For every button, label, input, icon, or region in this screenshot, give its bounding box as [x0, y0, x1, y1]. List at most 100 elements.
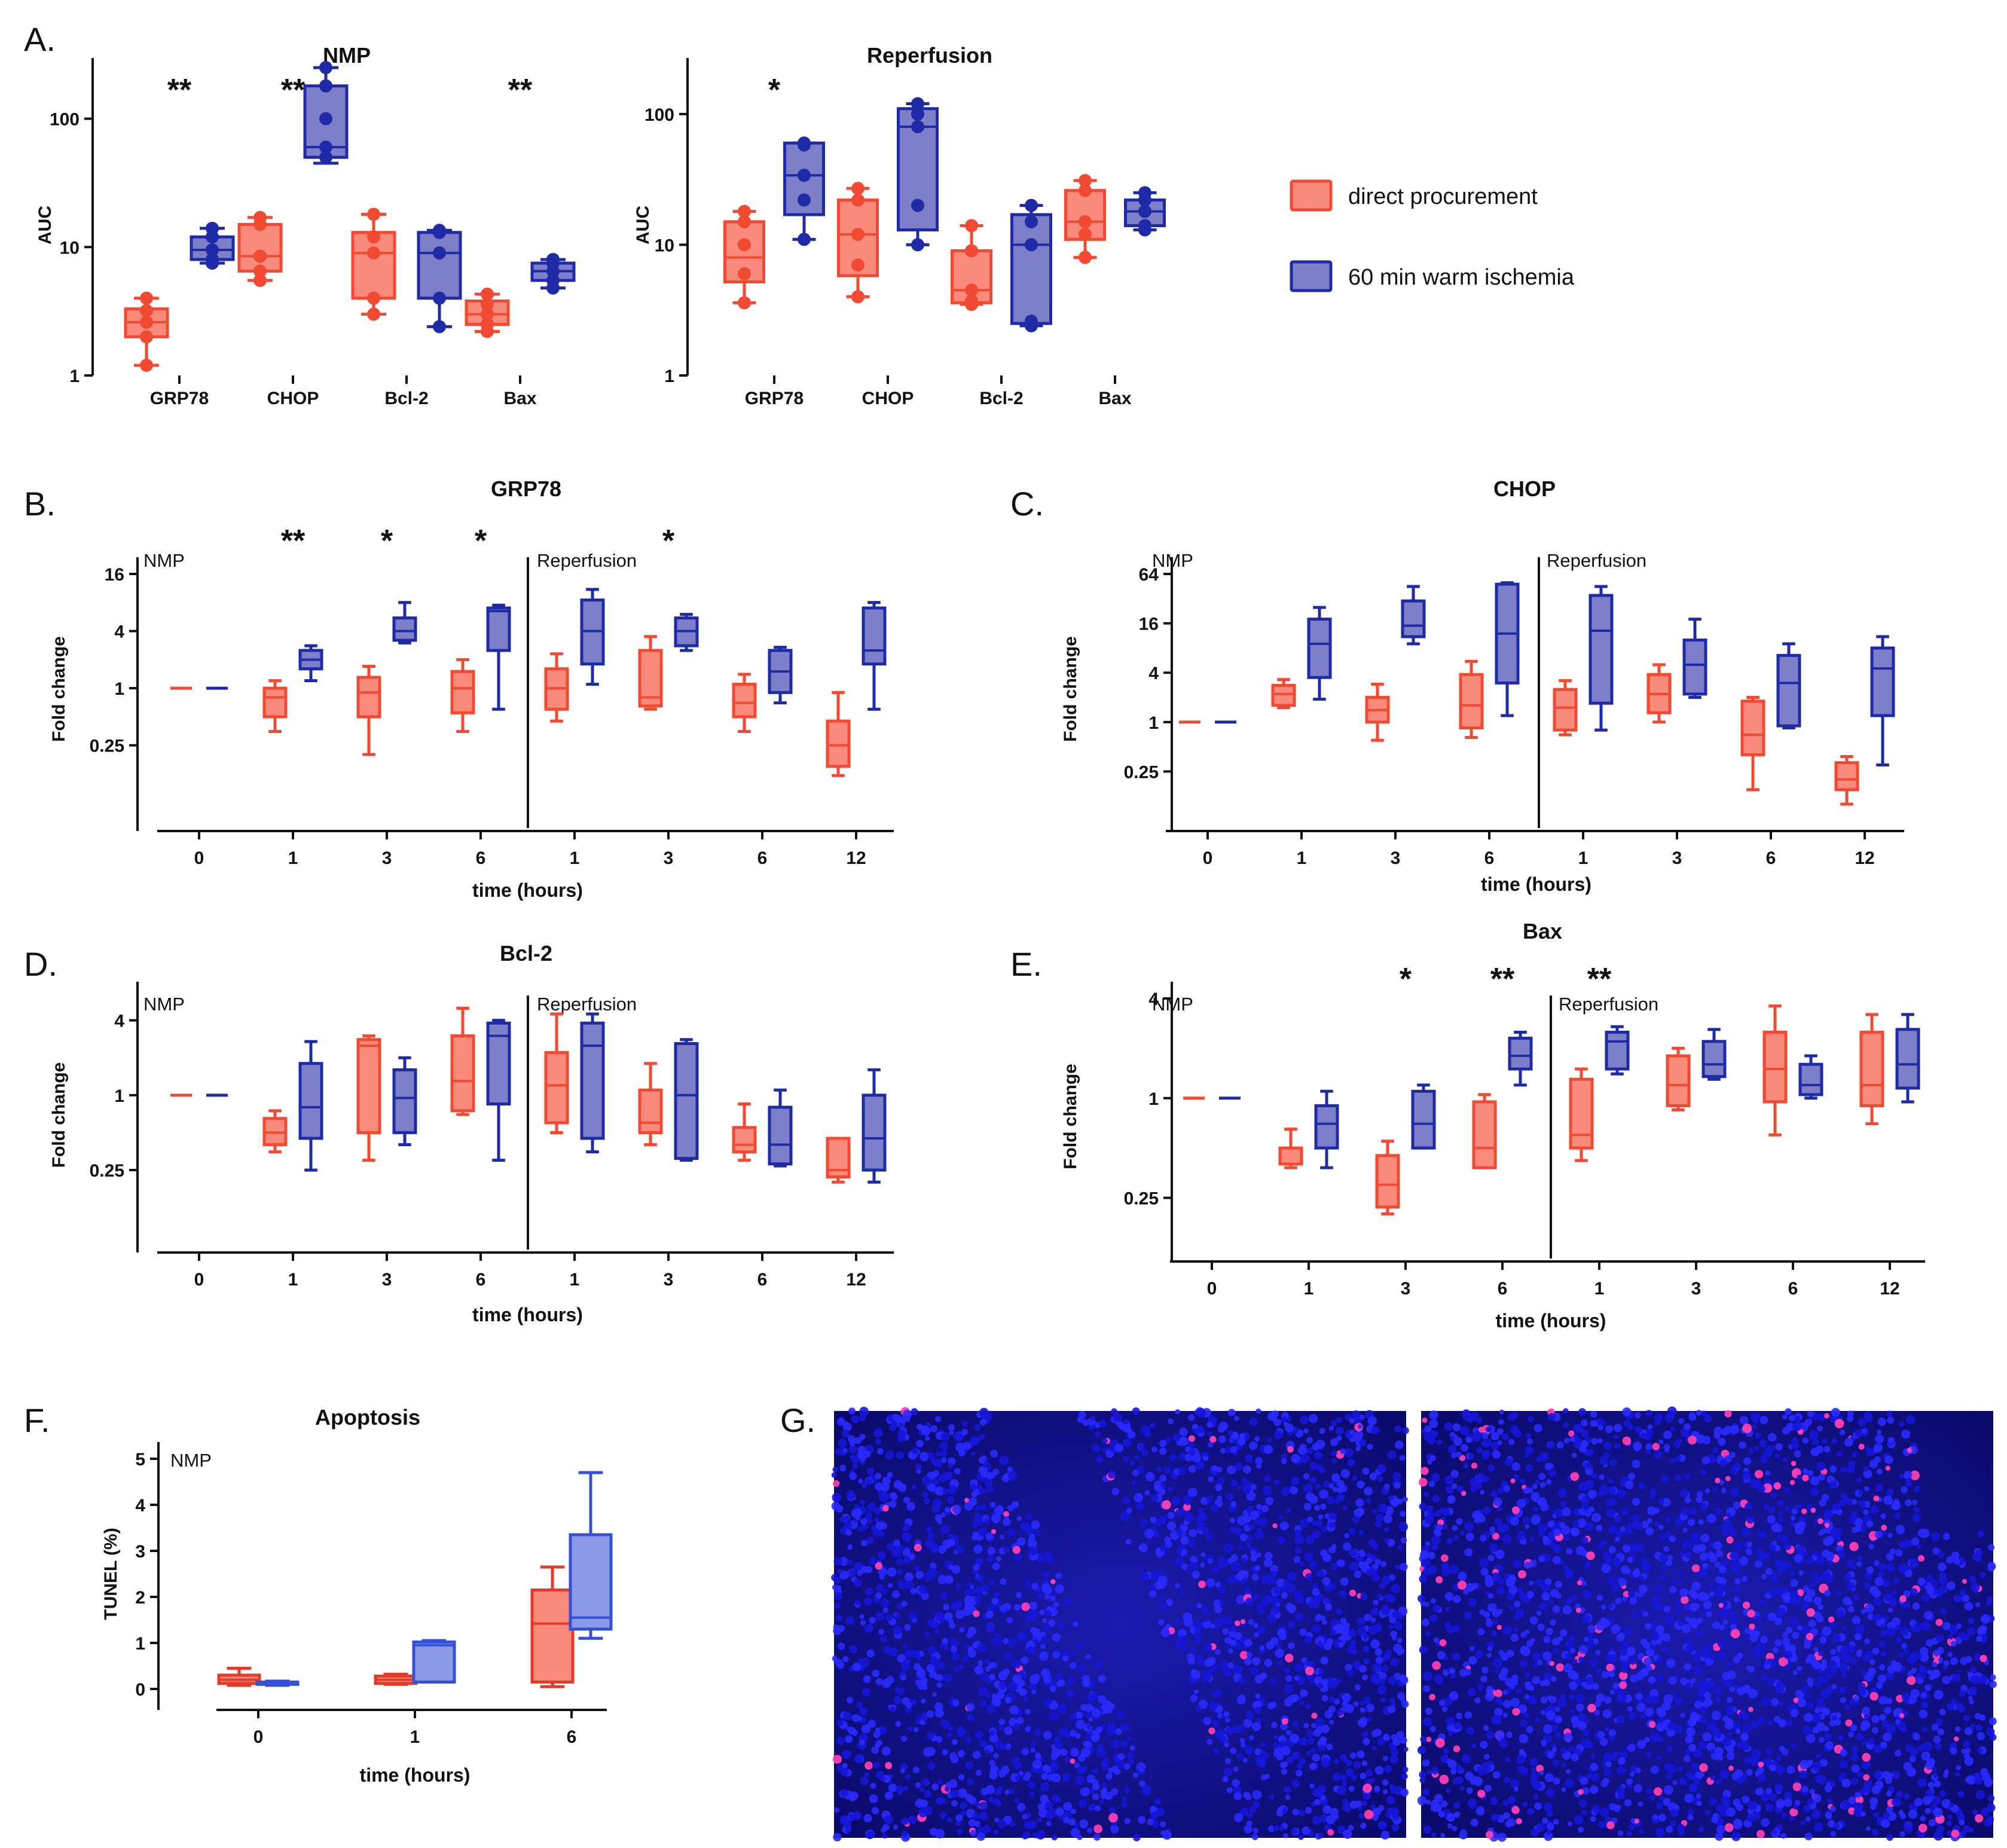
nucleus [1907, 1767, 1916, 1777]
tunel-positive-nucleus [1311, 1712, 1318, 1719]
nucleus [940, 1812, 947, 1819]
tunel-positive-nucleus [1758, 1761, 1764, 1768]
nucleus [1729, 1616, 1737, 1624]
nucleus [948, 1457, 956, 1465]
nucleus [1345, 1760, 1352, 1767]
nucleus [1513, 1559, 1522, 1568]
nucleus [1632, 1498, 1641, 1506]
nucleus [929, 1671, 937, 1679]
nucleus [1707, 1551, 1715, 1559]
nucleus [1526, 1591, 1534, 1599]
nucleus [1511, 1462, 1521, 1471]
nucleus [875, 1678, 883, 1685]
tunel-positive-nucleus [1789, 1480, 1795, 1485]
nucleus [1863, 1469, 1872, 1479]
nucleus [1179, 1428, 1188, 1437]
legend-label-ischemia: 60 min warm ischemia [1348, 265, 1575, 290]
nucleus [1371, 1426, 1380, 1435]
nucleus [1340, 1774, 1348, 1781]
box-warm-ischemia [580, 1012, 605, 1154]
nucleus [1822, 1438, 1828, 1444]
nucleus [1604, 1696, 1612, 1704]
tunel-positive-nucleus [1457, 1580, 1467, 1590]
nucleus [1094, 1431, 1101, 1438]
nucleus [885, 1614, 893, 1621]
nucleus [1015, 1775, 1021, 1781]
nucleus [1190, 1694, 1198, 1702]
nucleus [1352, 1650, 1358, 1655]
nucleus [908, 1553, 915, 1560]
nucleus [1237, 1485, 1242, 1490]
nucleus [989, 1730, 995, 1736]
nucleus [1102, 1783, 1108, 1788]
nucleus [1709, 1583, 1714, 1588]
box-warm-ischemia [1605, 1025, 1630, 1076]
tunel-positive-nucleus [1817, 1518, 1823, 1525]
nucleus [1230, 1639, 1236, 1646]
nucleus [1947, 1651, 1953, 1657]
nucleus [1349, 1418, 1355, 1424]
nucleus [1529, 1559, 1537, 1568]
nucleus [1944, 1769, 1949, 1774]
nucleus [1303, 1473, 1310, 1480]
nucleus [1818, 1473, 1825, 1481]
nucleus [1487, 1464, 1495, 1472]
box-warm-ischemia [298, 1040, 323, 1172]
nucleus [1218, 1435, 1226, 1443]
nucleus [1352, 1476, 1358, 1481]
nucleus [857, 1570, 863, 1576]
nucleus [1863, 1466, 1869, 1472]
tunel-positive-nucleus [1240, 1619, 1246, 1624]
nucleus [1286, 1756, 1294, 1764]
nucleus [1032, 1628, 1041, 1636]
nucleus [1642, 1611, 1649, 1617]
nucleus [1292, 1721, 1299, 1727]
nucleus [1254, 1632, 1259, 1638]
nucleus [1217, 1477, 1224, 1485]
nucleus [1810, 1487, 1819, 1496]
nucleus [1923, 1742, 1933, 1751]
nucleus [1563, 1565, 1569, 1571]
box-direct-procurement [1271, 678, 1296, 710]
x-tick-label: Bax [503, 389, 536, 408]
nucleus [905, 1774, 911, 1780]
nucleus [1305, 1703, 1310, 1709]
nucleus [1961, 1748, 1966, 1754]
nucleus [1320, 1503, 1327, 1510]
nucleus [1051, 1834, 1058, 1841]
nucleus [1608, 1670, 1615, 1678]
nucleus [927, 1731, 934, 1739]
nucleus [848, 1569, 857, 1577]
nucleus [1306, 1447, 1313, 1454]
data-point [738, 267, 751, 280]
significance-marker: * [475, 524, 487, 558]
nucleus [1654, 1413, 1663, 1422]
nucleus [1693, 1544, 1701, 1554]
data-point [1079, 184, 1092, 197]
tunel-positive-nucleus [1441, 1554, 1449, 1562]
nucleus [1223, 1767, 1233, 1777]
nucleus [1541, 1740, 1547, 1746]
nucleus [1886, 1834, 1893, 1841]
nucleus [927, 1483, 936, 1492]
nucleus [1111, 1788, 1119, 1796]
nucleus [1314, 1798, 1321, 1806]
nucleus [1655, 1828, 1665, 1838]
nucleus [1829, 1648, 1837, 1655]
box-warm-ischemia [412, 1639, 456, 1684]
nucleus [979, 1434, 985, 1440]
nucleus [1176, 1529, 1183, 1537]
nucleus [1360, 1822, 1367, 1829]
nucleus [1764, 1663, 1771, 1670]
nucleus [1704, 1692, 1711, 1700]
nucleus [1358, 1530, 1364, 1535]
nucleus [1329, 1696, 1336, 1703]
box-body [951, 249, 992, 304]
nucleus [1887, 1416, 1895, 1424]
nucleus [1206, 1422, 1213, 1428]
y-tick-label: 1 [1148, 1089, 1159, 1109]
box-body [1870, 646, 1895, 717]
nucleus [854, 1437, 862, 1444]
nucleus [991, 1693, 998, 1700]
tunel-positive-nucleus [1724, 1410, 1732, 1418]
